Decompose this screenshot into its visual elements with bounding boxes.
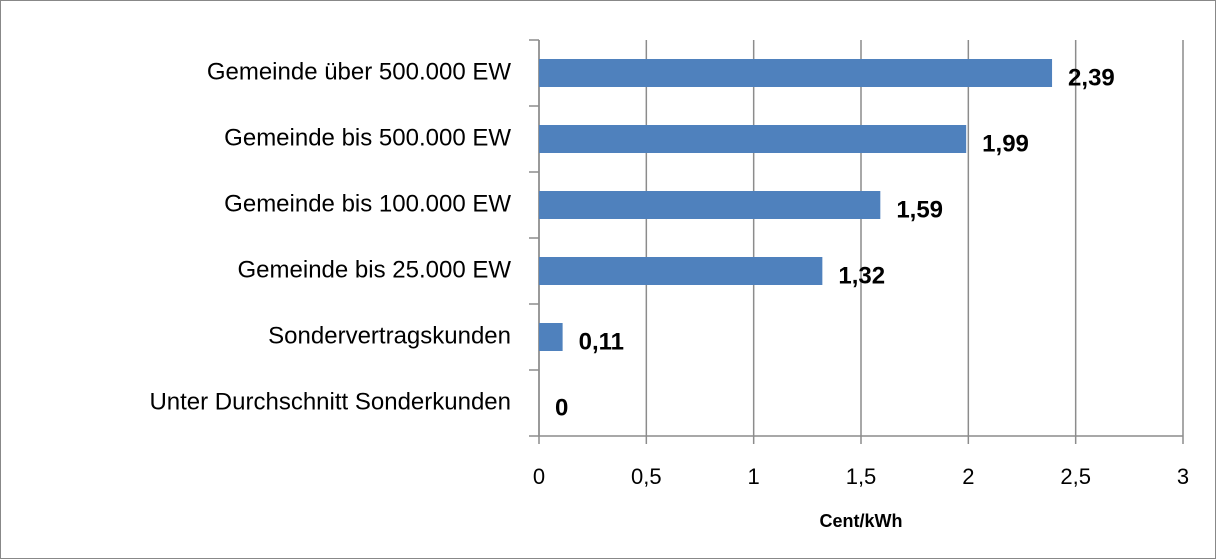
- value-label: 0: [555, 394, 568, 421]
- bar: [539, 125, 967, 153]
- value-label: 2,39: [1068, 64, 1115, 91]
- x-tick-label: 1,5: [846, 464, 877, 489]
- value-label: 0,11: [579, 328, 624, 355]
- bar: [539, 323, 563, 351]
- value-label: 1,32: [838, 262, 885, 289]
- y-tick-label: Gemeinde bis 100.000 EW: [224, 190, 511, 217]
- x-tick-label: 2: [962, 464, 974, 489]
- bar: [539, 59, 1053, 87]
- x-tick-label: 0: [533, 464, 545, 489]
- x-tick-label: 3: [1177, 464, 1189, 489]
- value-label: 1,99: [982, 130, 1029, 157]
- bar: [539, 191, 881, 219]
- y-tick-label: Gemeinde bis 500.000 EW: [224, 124, 511, 151]
- x-tick-label: 0,5: [631, 464, 662, 489]
- x-tick-label: 1: [748, 464, 760, 489]
- value-label: 1,59: [896, 196, 943, 223]
- x-axis-title: Cent/kWh: [820, 511, 903, 531]
- y-tick-label: Sondervertragskunden: [268, 322, 511, 349]
- y-tick-label: Unter Durchschnitt Sonderkunden: [149, 388, 511, 415]
- bar: [539, 257, 823, 285]
- y-tick-label: Gemeinde über 500.000 EW: [207, 58, 512, 85]
- x-tick-label: 2,5: [1060, 464, 1091, 489]
- y-tick-label: Gemeinde bis 25.000 EW: [238, 256, 512, 283]
